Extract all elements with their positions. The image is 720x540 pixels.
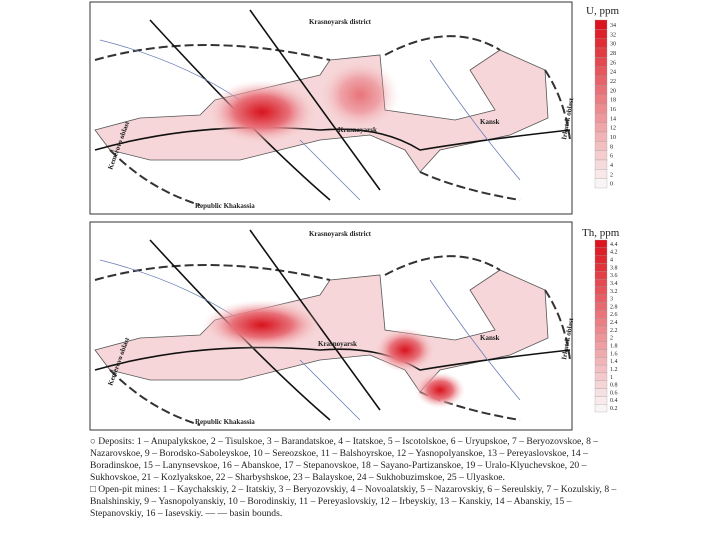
legend-swatch [594,357,608,366]
legend-value: 3.6 [610,273,618,279]
legend-value: 0.4 [610,398,618,404]
legend-value: 0.2 [610,406,618,412]
legend-value: 10 [610,135,616,141]
legend-swatch [594,286,608,295]
map-th: Krasnoyarsk district Krasnoyarsk Kansk R… [89,221,620,431]
region-label: Republic Khakassia [195,418,255,426]
legend-value: 24 [610,70,616,76]
legend-value: 2.6 [610,312,618,318]
map-u: Krasnoyarsk district Krasnoyarsk Kansk R… [89,1,619,215]
legend-swatch [594,349,608,358]
legend-value: 4.2 [610,250,618,256]
legend-swatch [594,372,608,381]
legend-swatch [594,94,608,105]
legend-value: 1.2 [610,367,618,373]
legend-swatch [594,85,608,95]
legend-value: 3.8 [610,265,618,271]
legend-swatch [594,302,608,311]
legend-value: 2 [610,336,613,342]
legend-swatch [594,271,608,280]
legend-swatch [594,47,608,58]
legend-swatch [594,404,608,413]
legend-value: 2 [610,172,613,178]
caption: ○ Deposits: 1 – Anupalykskoe, 2 – Tisuls… [90,436,625,520]
legend-swatch [594,66,608,77]
legend-value: 1.8 [610,344,618,350]
legend-value: 2.2 [610,328,618,334]
legend-swatch [594,103,608,114]
legend-swatch [594,364,608,374]
legend-value: 32 [610,32,616,38]
legend-value: 4 [610,163,613,169]
legend-swatch [594,38,608,49]
legend-swatch [594,310,608,319]
legend-value: 3.4 [610,281,618,287]
legend-swatch [594,57,608,67]
legend-value: 0.6 [610,390,618,396]
legend-value: 2.4 [610,320,618,326]
legend-value: 22 [610,79,616,85]
legend-value: 0.8 [610,383,618,389]
legend-swatch [594,380,608,389]
city-label: Kansk [480,334,500,342]
legend-value: 18 [610,98,616,104]
city-label: Krasnoyarsk [338,126,377,134]
legend-swatch [594,178,608,189]
district-label: Krasnoyarsk district [309,230,372,238]
legend-swatch [594,247,608,256]
caption-deposits: ○ Deposits: 1 – Anupalykskoe, 2 – Tisuls… [90,436,599,483]
legend-swatch [594,278,608,288]
legend-value: 0 [610,182,613,188]
legend-swatch [594,388,608,397]
legend-value: 28 [610,51,616,57]
legend-value: 1.6 [610,351,618,357]
legend-value: 12 [610,126,616,132]
region-label: Republic Khakassia [195,202,255,210]
legend-value: 14 [610,116,616,122]
maps: Krasnoyarsk district Krasnoyarsk Kansk R… [89,1,620,431]
legend-swatch [594,239,608,248]
legend-value: 2.8 [610,304,618,310]
legend-value: 8 [610,144,613,150]
legend-value: 6 [610,154,613,160]
legend-swatch [594,255,608,264]
legend-swatch [594,122,608,133]
legend-value: 26 [610,60,616,66]
legend-title: U, ppm [586,5,619,17]
legend-value: 3 [610,297,613,303]
legend-value: 3.2 [610,289,618,295]
district-label: Krasnoyarsk district [309,18,372,26]
city-label: Kansk [480,118,500,126]
legend-swatch [594,341,608,350]
legend-swatch [594,294,608,303]
legend-value: 4 [610,258,613,264]
legend-swatch [594,131,608,142]
legend-value: 16 [610,107,616,113]
legend-value: 34 [610,23,616,29]
legend-swatch [594,150,608,161]
legend-swatch [594,333,608,342]
legend-swatch [594,263,608,272]
city-label: Krasnoyarsk [318,340,357,348]
legend-value: 20 [610,88,616,94]
legend-title: Th, ppm [582,227,620,239]
legend-swatch [594,113,608,123]
legend-swatch [594,396,608,405]
legend-swatch [594,325,608,334]
legend-value: 4.4 [610,242,618,248]
legend-swatch [594,169,608,179]
legend-value: 1.4 [610,359,618,365]
legend-swatch [594,141,608,151]
legend-swatch [594,19,608,30]
caption-mines: □ Open-pit mines: 1 – Kaychakskiy, 2 – I… [90,484,617,519]
legend-value: 1 [610,375,613,381]
legend-swatch [594,29,608,39]
legend-value: 30 [610,42,616,48]
legend-swatch [594,75,608,86]
legend-swatch [594,318,608,327]
legend-swatch [594,159,608,170]
